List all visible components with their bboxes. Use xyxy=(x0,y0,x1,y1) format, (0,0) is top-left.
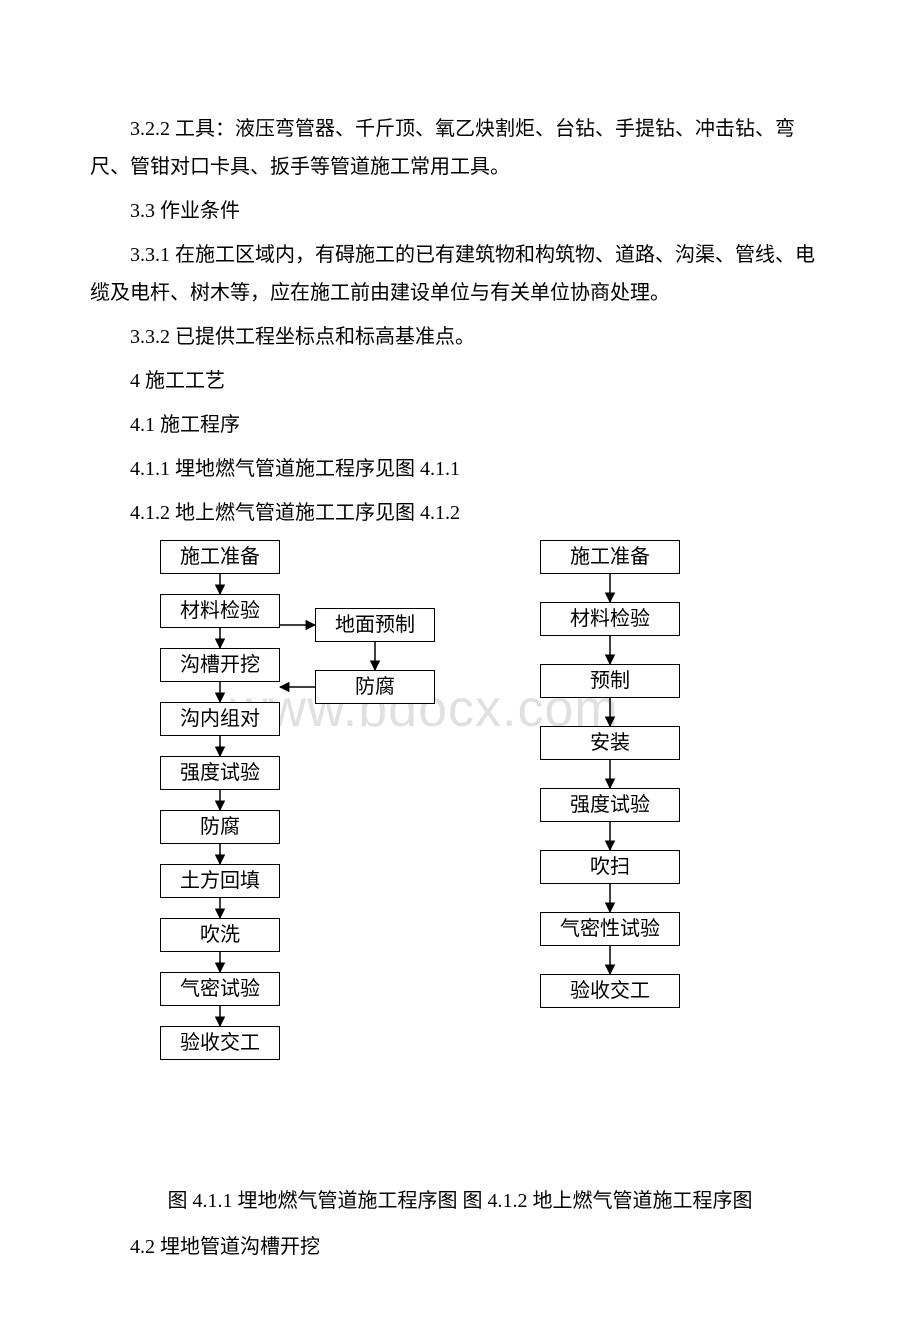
flowchart-node: 地面预制 xyxy=(315,608,435,642)
paragraph: 3.3 作业条件 xyxy=(90,192,830,230)
flowchart-node: 验收交工 xyxy=(160,1026,280,1060)
flowchart-node: 材料检验 xyxy=(160,594,280,628)
paragraph: 4.1.2 地上燃气管道施工工序见图 4.1.2 xyxy=(90,494,830,532)
document-page: 3.2.2 工具：液压弯管器、千斤顶、氧乙炔割炬、台钻、手提钻、冲击钻、弯尺、管… xyxy=(0,0,920,1332)
flowchart-node: 吹扫 xyxy=(540,850,680,884)
flowchart-node: 土方回填 xyxy=(160,864,280,898)
flowchart-node: 沟槽开挖 xyxy=(160,648,280,682)
flowchart-node: 强度试验 xyxy=(540,788,680,822)
figure-caption: 图 4.1.1 埋地燃气管道施工程序图 图 4.1.2 地上燃气管道施工程序图 xyxy=(90,1182,830,1220)
flowchart-container: www.bdocx.com 施工准备材料检验沟槽开挖沟内组对强度试验防腐土方回填… xyxy=(90,540,830,1130)
paragraph: 4.2 埋地管道沟槽开挖 xyxy=(90,1228,830,1266)
flowchart-node: 预制 xyxy=(540,664,680,698)
flowchart-node: 防腐 xyxy=(315,670,435,704)
flowchart-node: 吹洗 xyxy=(160,918,280,952)
flowchart-node: 沟内组对 xyxy=(160,702,280,736)
paragraph: 3.2.2 工具：液压弯管器、千斤顶、氧乙炔割炬、台钻、手提钻、冲击钻、弯尺、管… xyxy=(90,110,830,186)
paragraph: 3.3.1 在施工区域内，有碍施工的已有建筑物和构筑物、道路、沟渠、管线、电缆及… xyxy=(90,236,830,312)
flowchart-node: 施工准备 xyxy=(540,540,680,574)
paragraph: 4.1 施工程序 xyxy=(90,406,830,444)
flowchart-node: 强度试验 xyxy=(160,756,280,790)
paragraph: 4.1.1 埋地燃气管道施工程序见图 4.1.1 xyxy=(90,450,830,488)
paragraph: 3.3.2 已提供工程坐标点和标高基准点。 xyxy=(90,318,830,356)
flowchart-node: 施工准备 xyxy=(160,540,280,574)
flowchart-node: 气密性试验 xyxy=(540,912,680,946)
flowchart-node: 防腐 xyxy=(160,810,280,844)
flowchart-node: 气密试验 xyxy=(160,972,280,1006)
paragraph: 4 施工工艺 xyxy=(90,362,830,400)
flowchart-node: 安装 xyxy=(540,726,680,760)
flowchart-node: 材料检验 xyxy=(540,602,680,636)
flowchart-node: 验收交工 xyxy=(540,974,680,1008)
